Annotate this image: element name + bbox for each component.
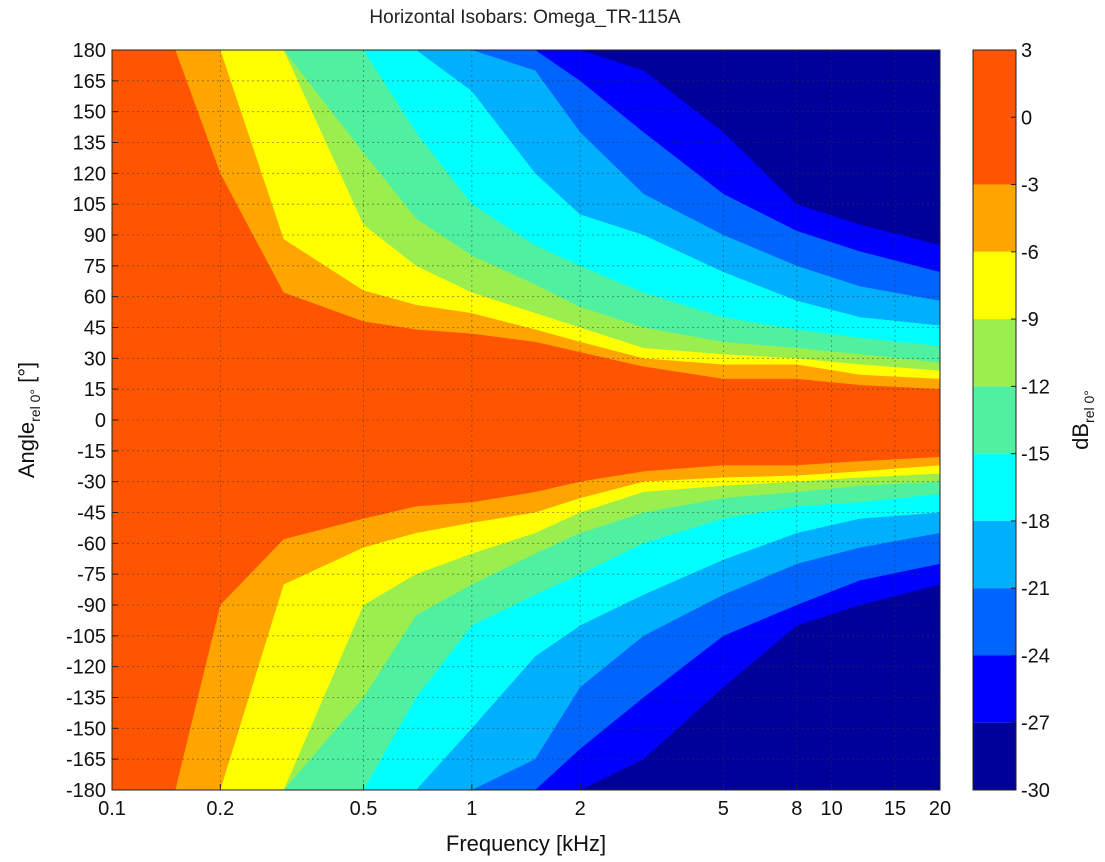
colorbar-tick-label: -15 <box>1021 444 1050 466</box>
x-tick-label: 0.2 <box>206 798 234 820</box>
x-tick-label: 0.5 <box>350 798 378 820</box>
colorbar-tick-label: 0 <box>1021 107 1032 129</box>
colorbar-tick-label: -12 <box>1021 376 1050 398</box>
colorbar-segment <box>973 722 1016 790</box>
colorbar-title-main: dB <box>1068 423 1093 450</box>
isobar-band-lower-9 <box>112 584 940 790</box>
y-tick-label: 15 <box>84 379 106 401</box>
colorbar-tick-label: -27 <box>1021 713 1050 735</box>
colorbar-title-subscript: rel 0° <box>1081 390 1097 423</box>
colorbar-segment <box>973 453 1016 521</box>
colorbar-tick-label: -6 <box>1021 242 1039 264</box>
plot-area <box>112 50 940 790</box>
y-tick-label: 120 <box>73 163 106 185</box>
colorbar-frame <box>972 49 1017 791</box>
y-axis-ticks: 1801651501351201059075604530150-15-30-45… <box>66 40 118 802</box>
y-axis-title-subscript: rel 0° <box>27 389 43 422</box>
y-tick-label: 135 <box>73 133 106 155</box>
y-axis-title-main: Angle <box>14 422 39 478</box>
colorbar-segment <box>973 588 1016 656</box>
y-tick-label: -45 <box>77 503 106 525</box>
y-axis-title-unit: [°] <box>14 362 39 389</box>
y-tick-label: -105 <box>66 626 106 648</box>
colorbar-tick-label: -9 <box>1021 309 1039 331</box>
y-tick-label: -60 <box>77 533 106 555</box>
colorbar-ticks: 3 0 -3 -6 -9 -12 -15 -18 -21 -24 -27 -30 <box>1011 40 1050 802</box>
y-tick-label: 105 <box>73 194 106 216</box>
y-tick-label: 150 <box>73 102 106 124</box>
colorbar-segment <box>973 184 1016 252</box>
y-tick-label: 45 <box>84 318 106 340</box>
x-tick-label: 2 <box>575 798 586 820</box>
x-tick-label: 10 <box>821 798 843 820</box>
colorbar <box>973 50 1016 790</box>
y-tick-label: -135 <box>66 688 106 710</box>
y-tick-label: 165 <box>73 71 106 93</box>
x-tick-label: 1 <box>466 798 477 820</box>
x-axis-title: Frequency [kHz] <box>446 831 606 856</box>
colorbar-segment <box>973 251 1016 320</box>
colorbar-segment <box>973 386 1016 454</box>
colorbar-tick-label: 3 <box>1021 40 1032 62</box>
x-tick-label: 5 <box>718 798 729 820</box>
colorbar-segment <box>973 319 1016 387</box>
chart-title: Horizontal Isobars: Omega_TR-115A <box>369 7 680 28</box>
y-tick-label: 90 <box>84 225 106 247</box>
y-axis-title: Anglerel 0° [°] <box>14 362 43 478</box>
colorbar-segment <box>973 520 1016 589</box>
y-tick-label: -120 <box>66 657 106 679</box>
colorbar-tick-label: -24 <box>1021 645 1050 667</box>
y-tick-label: -150 <box>66 718 106 740</box>
grid-lines <box>112 50 940 790</box>
y-tick-label: 0 <box>95 410 106 432</box>
y-tick-label: -75 <box>77 564 106 586</box>
x-tick-label: 20 <box>929 798 951 820</box>
y-tick-label: 75 <box>84 256 106 278</box>
y-tick-label: -90 <box>77 595 106 617</box>
y-tick-label: 30 <box>84 348 106 370</box>
y-tick-label: 60 <box>84 287 106 309</box>
x-tick-label: 15 <box>884 798 906 820</box>
y-tick-label: -180 <box>66 780 106 802</box>
colorbar-tick-label: -21 <box>1021 578 1050 600</box>
y-tick-label: 180 <box>73 40 106 62</box>
colorbar-title: dBrel 0° <box>1068 390 1097 450</box>
y-tick-label: -165 <box>66 749 106 771</box>
colorbar-tick-label: -30 <box>1021 780 1050 802</box>
isobar-band-upper-9 <box>112 50 940 246</box>
y-tick-label: -30 <box>77 472 106 494</box>
colorbar-tick-label: -18 <box>1021 511 1050 533</box>
colorbar-tick-label: -3 <box>1021 175 1039 197</box>
x-tick-label: 0.1 <box>98 798 126 820</box>
x-axis-ticks: 0.1 0.2 0.5 1 2 5 8 10 15 20 <box>98 784 951 820</box>
x-tick-label: 8 <box>791 798 802 820</box>
colorbar-segment <box>973 50 1016 185</box>
colorbar-segment <box>973 655 1016 723</box>
y-tick-label: -15 <box>77 441 106 463</box>
